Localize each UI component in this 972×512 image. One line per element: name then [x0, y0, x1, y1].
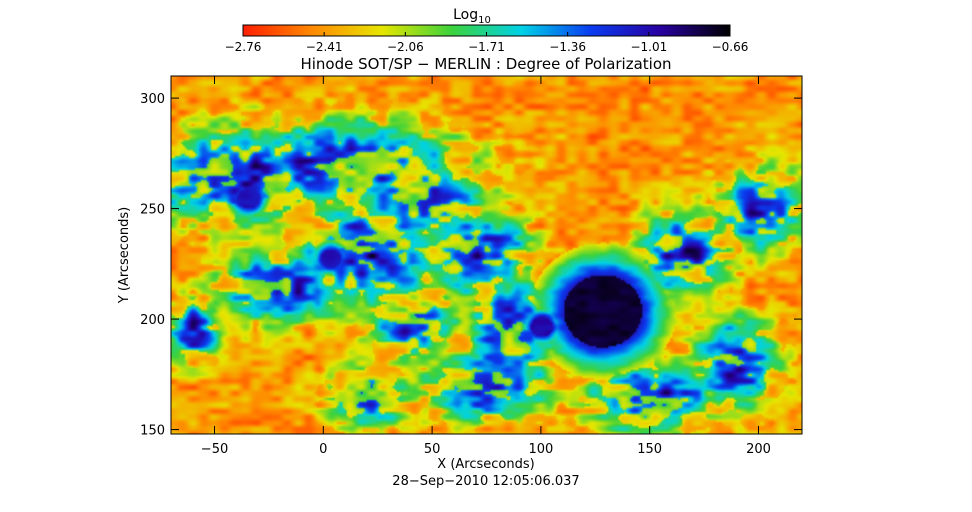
x-tick-label: 200 [746, 442, 771, 457]
plot-area [170, 75, 803, 435]
colorbar-tick-label: −1.36 [549, 40, 586, 54]
colorbar-title: Log10 [453, 7, 491, 26]
y-tick-label: 300 [140, 92, 165, 107]
x-axis: −50 0 50 100 150 200 [201, 76, 771, 457]
x-tick-label: −50 [201, 442, 228, 457]
x-axis-label: X (Arcseconds) [437, 457, 534, 472]
chart-title: Hinode SOT/SP − MERLIN : Degree of Polar… [300, 55, 671, 73]
polarization-heatmap [171, 76, 802, 434]
x-tick-label: 150 [637, 442, 662, 457]
colorbar-tick-label: −2.06 [387, 40, 424, 54]
y-tick-label: 150 [140, 424, 165, 439]
y-axis: 150 200 250 300 [140, 92, 802, 439]
colorbar-tick-label: −1.71 [468, 40, 505, 54]
colorbar: Log10 −2.76 −2.41 −2.06 −1.71 −1.36 −1.01 −0.6… [225, 7, 749, 54]
x-tick-label: 0 [319, 442, 327, 457]
x-tick-label: 50 [424, 442, 441, 457]
colorbar-tick-label: −0.66 [712, 40, 749, 54]
plot-frame [170, 75, 803, 435]
y-tick-label: 250 [140, 203, 165, 218]
y-axis-label: Y (Arcseconds) [117, 207, 132, 304]
colorbar-ticks: −2.76 −2.41 −2.06 −1.71 −1.36 −1.01 −0.66 [225, 32, 749, 54]
x-tick-label: 100 [528, 442, 553, 457]
colorbar-tick-label: −2.76 [225, 40, 262, 54]
y-tick-label: 200 [140, 313, 165, 328]
colorbar-tick-label: −1.01 [630, 40, 667, 54]
colorbar-tick-label: −2.41 [306, 40, 343, 54]
timestamp: 28−Sep−2010 12:05:06.037 [392, 474, 579, 489]
